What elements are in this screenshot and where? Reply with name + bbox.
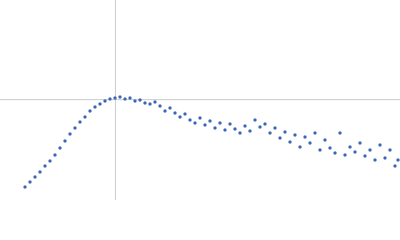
point	[373, 158, 377, 162]
point	[108, 97, 112, 101]
point	[238, 131, 242, 135]
point	[323, 138, 327, 142]
point	[53, 153, 57, 157]
point	[33, 175, 37, 179]
point	[163, 109, 167, 113]
point	[333, 151, 337, 155]
point	[48, 159, 52, 163]
point	[133, 99, 137, 103]
point	[123, 97, 127, 101]
point	[98, 102, 102, 106]
page: (() => { const data = JSON.parse(documen…	[0, 0, 400, 200]
point	[343, 153, 347, 157]
point	[318, 148, 322, 152]
point	[118, 95, 122, 99]
point	[233, 127, 237, 131]
point	[283, 130, 287, 134]
point	[168, 106, 172, 110]
point	[158, 104, 162, 108]
point	[308, 141, 312, 145]
point	[363, 154, 367, 158]
point	[378, 143, 382, 147]
point	[28, 180, 32, 184]
point	[358, 141, 362, 145]
point	[38, 170, 42, 174]
point	[298, 145, 302, 149]
point	[183, 112, 187, 116]
point	[83, 115, 87, 119]
point	[288, 140, 292, 144]
point	[178, 115, 182, 119]
point	[143, 101, 147, 105]
point	[93, 105, 97, 109]
point	[396, 158, 400, 162]
point	[263, 122, 267, 126]
point	[173, 111, 177, 115]
point	[393, 164, 397, 168]
point	[223, 128, 227, 132]
point	[313, 131, 317, 135]
point	[193, 121, 197, 125]
point	[43, 164, 47, 168]
point	[203, 123, 207, 127]
point	[103, 99, 107, 103]
point	[273, 126, 277, 130]
point	[228, 122, 232, 126]
chart	[0, 0, 400, 200]
point	[153, 100, 157, 104]
point	[368, 148, 372, 152]
point	[253, 118, 257, 122]
point	[208, 119, 212, 123]
point	[328, 146, 332, 150]
point	[58, 146, 62, 150]
point	[388, 148, 392, 152]
point	[88, 109, 92, 113]
point	[348, 145, 352, 149]
point	[113, 96, 117, 100]
point	[243, 124, 247, 128]
point	[128, 96, 132, 100]
point	[198, 116, 202, 120]
point	[73, 126, 77, 130]
point	[278, 136, 282, 140]
point	[258, 125, 262, 129]
point	[213, 126, 217, 130]
point	[303, 135, 307, 139]
point	[138, 98, 142, 102]
point	[383, 156, 387, 160]
point	[63, 139, 67, 143]
point	[268, 131, 272, 135]
point	[353, 150, 357, 154]
point	[78, 120, 82, 124]
point	[188, 118, 192, 122]
point	[293, 133, 297, 137]
point	[23, 185, 27, 189]
point	[148, 102, 152, 106]
point	[338, 131, 342, 135]
point	[218, 121, 222, 125]
point	[248, 129, 252, 133]
point	[68, 132, 72, 136]
